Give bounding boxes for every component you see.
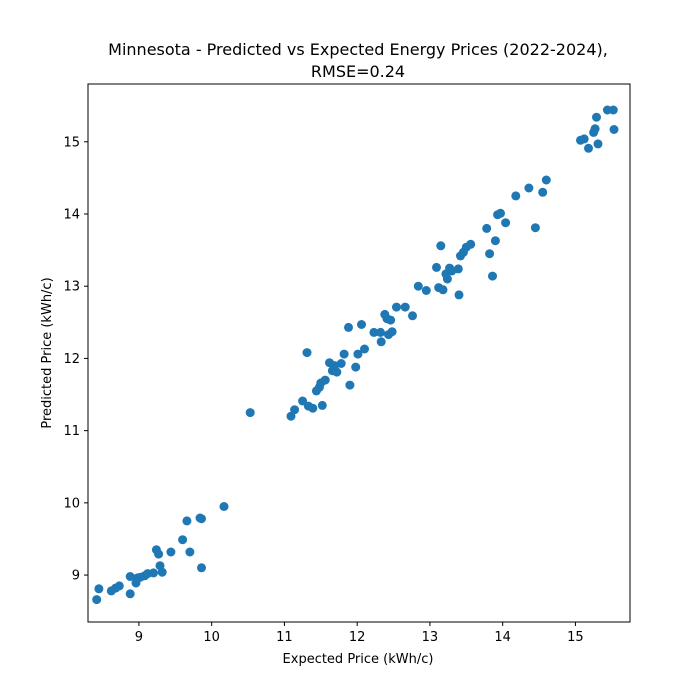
data-point bbox=[351, 362, 361, 372]
data-point bbox=[197, 514, 206, 524]
data-point bbox=[488, 271, 497, 281]
y-tick-label: 13 bbox=[63, 280, 80, 295]
y-axis-label: Predicted Price (kWh/c) bbox=[40, 277, 55, 428]
data-point bbox=[490, 236, 500, 246]
data-point bbox=[182, 516, 192, 526]
data-point bbox=[154, 549, 164, 559]
x-tick-label: 11 bbox=[276, 630, 293, 645]
data-point bbox=[592, 112, 601, 122]
data-point bbox=[125, 572, 135, 581]
data-points bbox=[92, 105, 619, 605]
x-tick-label: 13 bbox=[422, 630, 439, 645]
data-point bbox=[344, 322, 353, 332]
data-point bbox=[442, 274, 452, 284]
data-point bbox=[149, 568, 158, 578]
x-axis: 9 10 11 12 13 14 15 bbox=[135, 622, 584, 645]
data-point bbox=[579, 134, 589, 144]
data-point bbox=[219, 502, 229, 511]
data-point bbox=[92, 595, 102, 605]
data-point bbox=[336, 359, 346, 368]
y-tick-label: 9 bbox=[72, 569, 80, 584]
data-point bbox=[94, 584, 104, 594]
x-tick-label: 12 bbox=[349, 630, 366, 645]
data-point bbox=[609, 125, 619, 134]
data-point bbox=[524, 183, 534, 193]
y-tick-label: 15 bbox=[63, 135, 80, 150]
data-point bbox=[357, 320, 366, 329]
data-point bbox=[308, 403, 318, 413]
data-point bbox=[376, 327, 385, 337]
data-point bbox=[530, 223, 540, 233]
data-point bbox=[511, 191, 521, 201]
data-point bbox=[320, 375, 330, 385]
data-point bbox=[436, 241, 446, 251]
data-point bbox=[392, 302, 401, 312]
data-point bbox=[298, 396, 308, 406]
data-point bbox=[345, 380, 355, 390]
data-point bbox=[485, 249, 495, 259]
x-tick-label: 15 bbox=[567, 630, 584, 645]
data-point bbox=[317, 400, 327, 410]
data-point bbox=[413, 281, 423, 291]
data-point bbox=[178, 535, 188, 545]
chart-title-line2: RMSE=0.24 bbox=[311, 62, 405, 81]
data-point bbox=[608, 105, 618, 115]
data-point bbox=[302, 348, 312, 358]
y-tick-label: 14 bbox=[63, 207, 80, 222]
y-tick-label: 10 bbox=[63, 496, 80, 511]
data-point bbox=[125, 589, 135, 599]
data-point bbox=[584, 143, 593, 153]
data-point bbox=[400, 302, 410, 312]
data-point bbox=[482, 223, 492, 233]
data-point bbox=[166, 547, 176, 557]
data-point bbox=[538, 187, 548, 197]
data-point bbox=[114, 581, 124, 591]
data-point bbox=[466, 239, 476, 249]
plot-frame bbox=[87, 83, 631, 623]
y-tick-label: 12 bbox=[63, 352, 80, 367]
data-point bbox=[421, 286, 431, 295]
data-point bbox=[438, 285, 448, 295]
y-tick-label: 11 bbox=[63, 424, 80, 439]
data-point bbox=[197, 563, 206, 573]
data-point bbox=[590, 124, 600, 134]
data-point bbox=[541, 175, 551, 185]
data-point bbox=[353, 349, 363, 359]
data-point bbox=[387, 327, 397, 337]
data-point bbox=[496, 208, 505, 218]
data-point bbox=[386, 315, 396, 325]
data-point bbox=[454, 290, 464, 300]
data-point bbox=[157, 567, 167, 577]
chart-title-line1: Minnesota - Predicted vs Expected Energy… bbox=[108, 40, 608, 59]
data-point bbox=[185, 547, 195, 557]
data-point bbox=[290, 405, 300, 415]
data-point bbox=[408, 311, 417, 321]
data-point bbox=[593, 139, 603, 149]
data-point bbox=[332, 367, 342, 377]
data-point bbox=[339, 349, 349, 359]
data-point bbox=[360, 344, 369, 354]
x-tick-label: 14 bbox=[494, 630, 511, 645]
data-point bbox=[453, 264, 463, 274]
data-point bbox=[245, 408, 255, 418]
data-point bbox=[369, 327, 379, 337]
data-point bbox=[432, 262, 441, 272]
x-tick-label: 10 bbox=[203, 630, 220, 645]
x-axis-label: Expected Price (kWh/c) bbox=[283, 652, 434, 667]
y-axis: 9 10 11 12 13 14 15 bbox=[63, 135, 88, 584]
x-tick-label: 9 bbox=[135, 630, 143, 645]
data-point bbox=[376, 337, 386, 347]
data-point bbox=[501, 218, 511, 228]
